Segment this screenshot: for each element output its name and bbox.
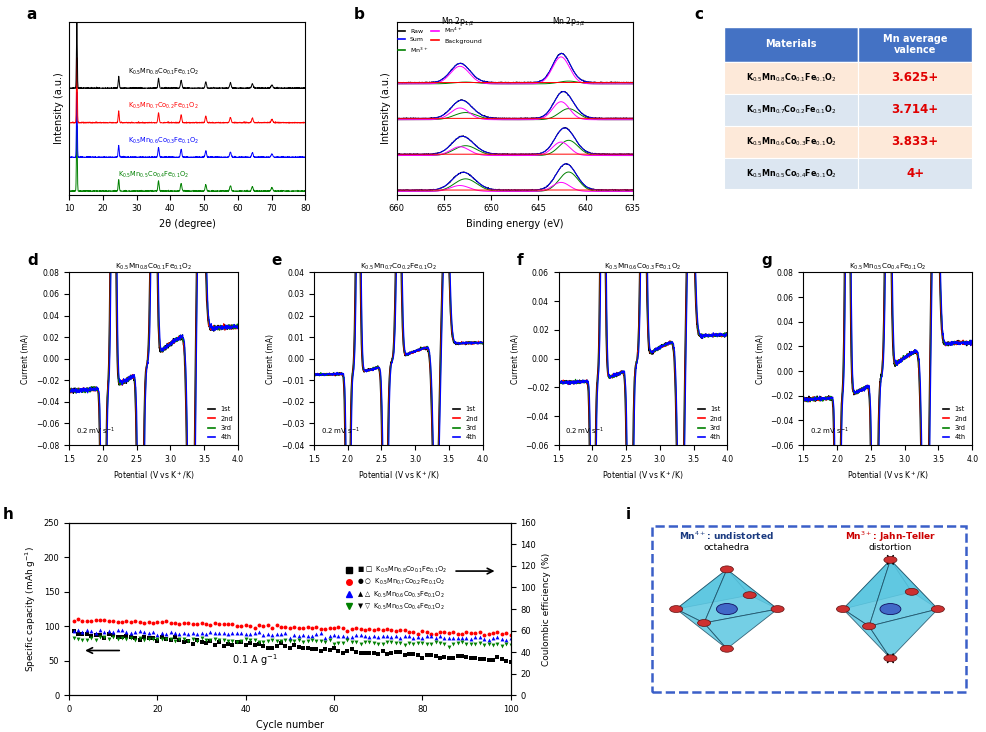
Text: K$_{0.5}$Mn$_{0.6}$Co$_{0.3}$Fe$_{0.1}$O$_2$: K$_{0.5}$Mn$_{0.6}$Co$_{0.3}$Fe$_{0.1}$O… bbox=[744, 135, 836, 148]
Text: distortion: distortion bbox=[868, 543, 911, 553]
Polygon shape bbox=[675, 569, 726, 623]
Text: Mn average
valence: Mn average valence bbox=[882, 34, 947, 55]
Text: 0.2 mV s$^{-1}$: 0.2 mV s$^{-1}$ bbox=[76, 426, 115, 437]
Circle shape bbox=[669, 605, 682, 613]
Bar bbox=[857, 94, 971, 126]
Legend: Raw, Sum, Mn$^{3+}$, Mn$^{4+}$, Background: Raw, Sum, Mn$^{3+}$, Mn$^{4+}$, Backgrou… bbox=[394, 23, 484, 57]
Y-axis label: Intensity (a.u.): Intensity (a.u.) bbox=[381, 72, 390, 144]
Text: K$_{0.5}$Mn$_{0.6}$Co$_{0.3}$Fe$_{0.1}$O$_2$: K$_{0.5}$Mn$_{0.6}$Co$_{0.3}$Fe$_{0.1}$O… bbox=[128, 135, 199, 146]
Text: i: i bbox=[625, 507, 630, 522]
Text: K$_{0.5}$Mn$_{0.5}$Co$_{0.4}$Fe$_{0.1}$O$_2$: K$_{0.5}$Mn$_{0.5}$Co$_{0.4}$Fe$_{0.1}$O… bbox=[744, 167, 836, 180]
Text: 3.714+: 3.714+ bbox=[890, 103, 938, 116]
Polygon shape bbox=[703, 609, 777, 649]
Text: Mn 2p$_{1/2}$: Mn 2p$_{1/2}$ bbox=[441, 15, 474, 29]
X-axis label: Cycle number: Cycle number bbox=[255, 720, 323, 730]
Text: 3.833+: 3.833+ bbox=[890, 135, 938, 148]
Bar bbox=[724, 94, 857, 126]
Circle shape bbox=[904, 589, 917, 595]
Bar bbox=[724, 126, 857, 157]
Text: e: e bbox=[271, 253, 282, 269]
X-axis label: Potential (V vs K$^+$/K): Potential (V vs K$^+$/K) bbox=[601, 469, 683, 482]
Bar bbox=[857, 126, 971, 157]
Legend: ■ □  K$_{0.5}$Mn$_{0.8}$Co$_{0.1}$Fe$_{0.1}$O$_2$, ● ○  K$_{0.5}$Mn$_{0.7}$Co$_{: ■ □ K$_{0.5}$Mn$_{0.8}$Co$_{0.1}$Fe$_{0.… bbox=[343, 562, 450, 614]
Circle shape bbox=[742, 591, 755, 599]
Title: K$_{0.5}$Mn$_{0.6}$Co$_{0.3}$Fe$_{0.1}$O$_2$: K$_{0.5}$Mn$_{0.6}$Co$_{0.3}$Fe$_{0.1}$O… bbox=[603, 262, 681, 272]
Bar bbox=[724, 61, 857, 94]
Polygon shape bbox=[842, 609, 889, 658]
Text: a: a bbox=[27, 7, 36, 21]
Polygon shape bbox=[842, 560, 889, 627]
Bar bbox=[724, 27, 857, 61]
Y-axis label: Current (mA): Current (mA) bbox=[266, 334, 275, 384]
Text: 4+: 4+ bbox=[905, 167, 923, 180]
Legend: 1st, 2nd, 3rd, 4th: 1st, 2nd, 3rd, 4th bbox=[941, 405, 968, 441]
Title: K$_{0.5}$Mn$_{0.8}$Co$_{0.1}$Fe$_{0.1}$O$_2$: K$_{0.5}$Mn$_{0.8}$Co$_{0.1}$Fe$_{0.1}$O… bbox=[114, 262, 192, 272]
Text: Mn$^{3+}$: Jahn-Teller: Mn$^{3+}$: Jahn-Teller bbox=[844, 530, 935, 544]
Title: K$_{0.5}$Mn$_{0.5}$Co$_{0.4}$Fe$_{0.1}$O$_2$: K$_{0.5}$Mn$_{0.5}$Co$_{0.4}$Fe$_{0.1}$O… bbox=[848, 262, 926, 272]
Polygon shape bbox=[842, 560, 911, 609]
Bar bbox=[724, 157, 857, 190]
Legend: 1st, 2nd, 3rd, 4th: 1st, 2nd, 3rd, 4th bbox=[696, 405, 724, 441]
Text: b: b bbox=[354, 7, 365, 21]
Circle shape bbox=[716, 604, 737, 615]
Y-axis label: Specific capacity (mAh g$^{-1}$): Specific capacity (mAh g$^{-1}$) bbox=[24, 546, 38, 672]
Text: 0.2 mV s$^{-1}$: 0.2 mV s$^{-1}$ bbox=[565, 426, 604, 437]
Text: g: g bbox=[760, 253, 771, 269]
Circle shape bbox=[770, 605, 783, 613]
Y-axis label: Current (mA): Current (mA) bbox=[755, 334, 764, 384]
Text: 3.625+: 3.625+ bbox=[890, 71, 938, 84]
X-axis label: 2θ (degree): 2θ (degree) bbox=[159, 219, 215, 229]
Polygon shape bbox=[703, 569, 777, 623]
Text: K$_{0.5}$Mn$_{0.8}$Co$_{0.1}$Fe$_{0.1}$O$_2$: K$_{0.5}$Mn$_{0.8}$Co$_{0.1}$Fe$_{0.1}$O… bbox=[745, 72, 836, 84]
Bar bbox=[857, 27, 971, 61]
Legend: 1st, 2nd, 3rd, 4th: 1st, 2nd, 3rd, 4th bbox=[452, 405, 479, 441]
Text: K$_{0.5}$Mn$_{0.7}$Co$_{0.2}$Fe$_{0.1}$O$_2$: K$_{0.5}$Mn$_{0.7}$Co$_{0.2}$Fe$_{0.1}$O… bbox=[128, 101, 199, 111]
Bar bbox=[857, 61, 971, 94]
Text: octahedra: octahedra bbox=[703, 543, 749, 553]
Text: 0.2 mV s$^{-1}$: 0.2 mV s$^{-1}$ bbox=[810, 426, 849, 437]
Circle shape bbox=[931, 605, 944, 613]
Circle shape bbox=[883, 655, 896, 662]
Text: Materials: Materials bbox=[764, 40, 816, 49]
Circle shape bbox=[697, 619, 710, 627]
Text: h: h bbox=[3, 507, 14, 522]
Polygon shape bbox=[869, 560, 937, 627]
Text: c: c bbox=[694, 7, 703, 21]
X-axis label: Potential (V vs K$^+$/K): Potential (V vs K$^+$/K) bbox=[846, 469, 928, 482]
Polygon shape bbox=[869, 609, 937, 658]
Circle shape bbox=[880, 604, 900, 615]
X-axis label: Potential (V vs K$^+$/K): Potential (V vs K$^+$/K) bbox=[112, 469, 194, 482]
Text: f: f bbox=[516, 253, 523, 269]
Text: K$_{0.5}$Mn$_{0.8}$Co$_{0.1}$Fe$_{0.1}$O$_2$: K$_{0.5}$Mn$_{0.8}$Co$_{0.1}$Fe$_{0.1}$O… bbox=[128, 67, 199, 78]
Text: K$_{0.5}$Mn$_{0.5}$Co$_{0.4}$Fe$_{0.1}$O$_2$: K$_{0.5}$Mn$_{0.5}$Co$_{0.4}$Fe$_{0.1}$O… bbox=[117, 170, 189, 180]
Polygon shape bbox=[675, 569, 749, 609]
Text: 0.1 A g$^{-1}$: 0.1 A g$^{-1}$ bbox=[233, 652, 278, 668]
Polygon shape bbox=[889, 560, 937, 609]
Bar bbox=[651, 526, 964, 692]
Circle shape bbox=[720, 646, 733, 652]
Circle shape bbox=[883, 556, 896, 564]
Polygon shape bbox=[726, 569, 777, 609]
Text: 0.2 mV s$^{-1}$: 0.2 mV s$^{-1}$ bbox=[320, 426, 360, 437]
Y-axis label: Current (mA): Current (mA) bbox=[22, 334, 31, 384]
Text: d: d bbox=[27, 253, 37, 269]
Bar bbox=[857, 157, 971, 190]
Text: K$_{0.5}$Mn$_{0.7}$Co$_{0.2}$Fe$_{0.1}$O$_2$: K$_{0.5}$Mn$_{0.7}$Co$_{0.2}$Fe$_{0.1}$O… bbox=[745, 103, 835, 116]
X-axis label: Binding energy (eV): Binding energy (eV) bbox=[465, 219, 563, 229]
Circle shape bbox=[835, 605, 849, 613]
Circle shape bbox=[862, 623, 875, 630]
Y-axis label: Intensity (a.u.): Intensity (a.u.) bbox=[53, 72, 63, 144]
Circle shape bbox=[720, 566, 733, 573]
Y-axis label: Coulombic efficiency (%): Coulombic efficiency (%) bbox=[541, 553, 550, 665]
Legend: 1st, 2nd, 3rd, 4th: 1st, 2nd, 3rd, 4th bbox=[207, 405, 235, 441]
Title: K$_{0.5}$Mn$_{0.7}$Co$_{0.2}$Fe$_{0.1}$O$_2$: K$_{0.5}$Mn$_{0.7}$Co$_{0.2}$Fe$_{0.1}$O… bbox=[360, 262, 436, 272]
X-axis label: Potential (V vs K$^+$/K): Potential (V vs K$^+$/K) bbox=[357, 469, 439, 482]
Polygon shape bbox=[675, 609, 726, 649]
Text: Mn 2p$_{3/2}$: Mn 2p$_{3/2}$ bbox=[551, 15, 585, 29]
Text: Mn$^{4+}$: undistorted: Mn$^{4+}$: undistorted bbox=[678, 530, 774, 542]
Y-axis label: Current (mA): Current (mA) bbox=[511, 334, 520, 384]
